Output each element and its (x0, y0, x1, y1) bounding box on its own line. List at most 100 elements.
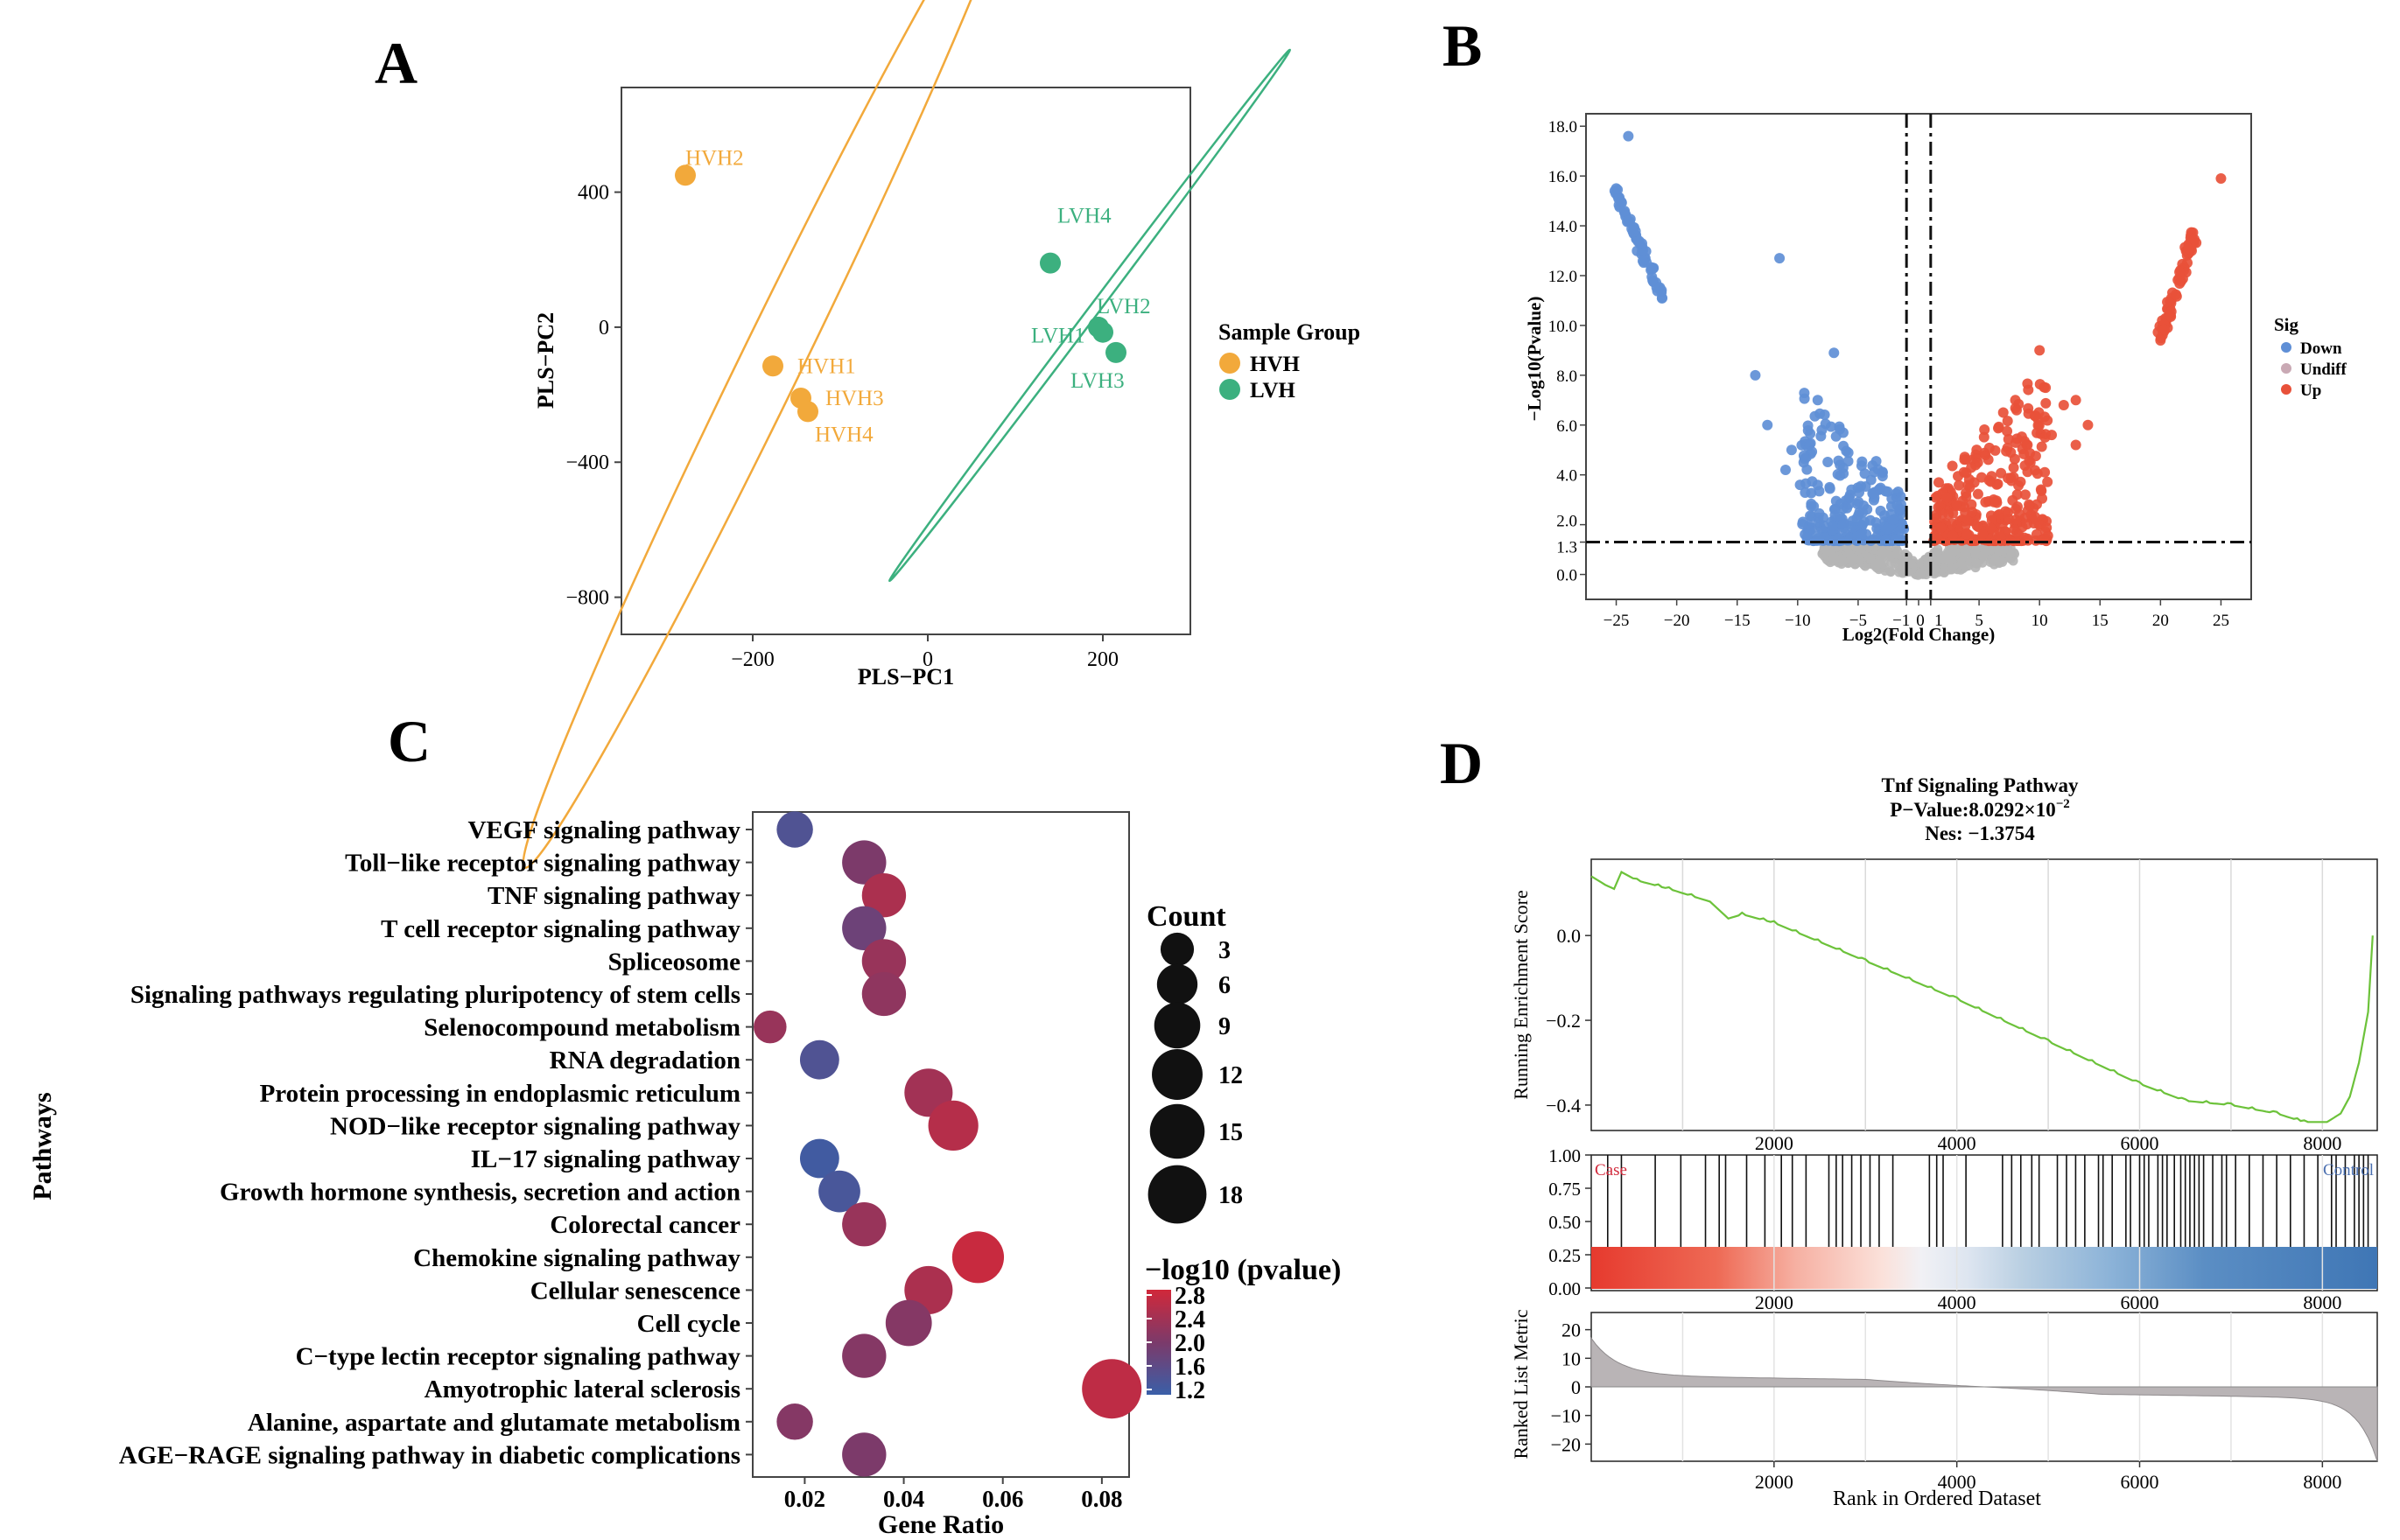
kegg-dot-plot: VEGF signaling pathway Toll−like receptor… (28, 811, 1341, 1539)
kegg-dot (776, 1404, 813, 1440)
volcano-point (2182, 257, 2193, 269)
volcano-x-tick-label: −25 (1604, 612, 1630, 630)
volcano-point (2013, 480, 2025, 491)
volcano-point (2008, 462, 2019, 473)
volcano-point (1835, 470, 1846, 481)
volcano-point (1992, 478, 2004, 489)
volcano-point (2010, 395, 2021, 406)
volcano-point (1814, 486, 1825, 497)
pls-plot: −200 0 200 400 0 −400 −800 HVH2 HVH1 HVH3 HVH4 LVH… (522, 0, 1360, 870)
volcano-point (1877, 547, 1888, 557)
pls-point-label: LVH3 (1070, 369, 1125, 393)
kegg-colorbar-tick-label: 1.2 (1175, 1377, 1205, 1404)
pls-point-label: HVH1 (797, 354, 856, 378)
volcano-y-tick-label: 4.0 (1556, 467, 1577, 486)
gsea-metric-y-tick-label: −20 (1551, 1433, 1581, 1455)
volcano-y-axis-label: −Log10(Pvalue) (1524, 297, 1545, 422)
gsea-hits-top-tick-label: 6000 (2121, 1132, 2159, 1154)
volcano-point (2174, 278, 2186, 290)
volcano-point (1786, 444, 1797, 456)
kegg-x-tick-label: 0.06 (982, 1486, 1023, 1512)
volcano-y-tick-label: 16.0 (1548, 168, 1577, 186)
volcano-point (1972, 488, 1983, 500)
kegg-dot (842, 906, 887, 950)
gsea-pvalue-label: P−Value: (1890, 799, 1968, 821)
gsea-hits-y-tick-label: 0.75 (1548, 1179, 1581, 1200)
volcano-point (1847, 515, 1858, 527)
volcano-x-tick-label: −5 (1849, 612, 1867, 630)
kegg-pathway-label: Toll−like receptor signaling pathway (345, 850, 740, 878)
volcano-point (1844, 550, 1855, 560)
volcano-point (2215, 173, 2227, 184)
kegg-colorbar-tick-label: 2.0 (1175, 1330, 1205, 1357)
gsea-control-label: Control (2323, 1161, 2374, 1180)
volcano-point (1814, 535, 1825, 546)
kegg-y-axis-label: Pathways (28, 1092, 57, 1200)
volcano-point (1995, 531, 2006, 542)
volcano-y-tick-label: 1.3 (1556, 539, 1577, 557)
volcano-point (1794, 480, 1806, 491)
volcano-point (1856, 460, 1867, 472)
pls-point-hvh2 (675, 164, 696, 186)
volcano-plot-frame (1585, 113, 2252, 600)
volcano-point (1857, 507, 1869, 518)
volcano-point (1623, 130, 1634, 142)
gsea-pvalue-exponent: −2 (2056, 797, 2070, 811)
volcano-point (1970, 550, 1981, 560)
kegg-colorbar-tick-label: 1.6 (1175, 1354, 1205, 1381)
kegg-x-tick-label: 0.02 (784, 1486, 825, 1512)
volcano-point (1824, 483, 1835, 494)
volcano-point (1636, 238, 1647, 249)
gsea-hits-bottom-tick-label: 2000 (1755, 1292, 1793, 1313)
volcano-point (2070, 439, 2081, 451)
kegg-size-legend-dot (1156, 963, 1198, 1005)
pls-point-hvh4 (797, 401, 818, 423)
pls-legend-swatch-hvh (1219, 353, 1240, 374)
kegg-dot (842, 1202, 887, 1247)
volcano-point (1947, 564, 1957, 574)
kegg-plot-frame (752, 811, 1130, 1478)
volcano-point (1931, 509, 1942, 521)
kegg-dot (1082, 1359, 1142, 1419)
volcano-point (1994, 508, 2005, 520)
kegg-size-legend-dot (1149, 1103, 1205, 1159)
volcano-point (1895, 525, 1906, 536)
volcano-y-tick-label: 14.0 (1548, 218, 1577, 236)
volcano-point (2174, 266, 2186, 277)
volcano-point (2035, 484, 2046, 495)
volcano-point (1774, 253, 1786, 264)
gsea-hits-bottom-tick-label: 6000 (2121, 1292, 2159, 1313)
volcano-point (1953, 471, 1964, 482)
kegg-pathway-label: T cell receptor signaling pathway (381, 915, 740, 943)
kegg-size-legend-dot (1152, 1049, 1203, 1100)
volcano-point (2003, 514, 2014, 525)
kegg-dot (754, 1010, 787, 1044)
kegg-size-legend-dot (1160, 932, 1195, 967)
volcano-point (2033, 420, 2045, 431)
kegg-size-legend-dot (1147, 1165, 1207, 1224)
gsea-hits-top-tick-label: 2000 (1755, 1132, 1793, 1154)
pls-legend-label-lvh: LVH (1250, 379, 1295, 402)
volcano-point (1806, 498, 1817, 509)
volcano-point (2189, 234, 2200, 245)
volcano-point (1933, 477, 1944, 488)
kegg-pathway-label: TNF signaling pathway (488, 882, 740, 910)
pls-legend-label-hvh: HVH (1250, 353, 1301, 376)
volcano-point (2030, 451, 2041, 462)
volcano-point (2013, 528, 2025, 540)
gsea-plot: Tnf Signaling Pathway P−Value:8.0292×10−… (1510, 774, 2378, 1510)
pls-legend-title: Sample Group (1218, 319, 1360, 345)
volcano-point (1800, 487, 1811, 499)
volcano-point (2046, 430, 2057, 441)
kegg-pathway-label: Amyotrophic lateral sclerosis (425, 1376, 740, 1404)
volcano-legend-swatch-undiff (2281, 363, 2291, 374)
pls-point-label: LVH1 (1031, 325, 1085, 348)
volcano-point (1994, 546, 2004, 556)
volcano-x-tick-label: 15 (2092, 612, 2109, 630)
gsea-nes: Nes: −1.3754 (1925, 822, 2035, 844)
gsea-hits-top-tick-label: 8000 (2303, 1132, 2341, 1154)
volcano-point (1980, 496, 1991, 508)
volcano-point (1960, 454, 1971, 466)
gsea-ranked-metric-area (1590, 1336, 2378, 1462)
pls-confidence-ellipse-lvh (888, 48, 1291, 583)
